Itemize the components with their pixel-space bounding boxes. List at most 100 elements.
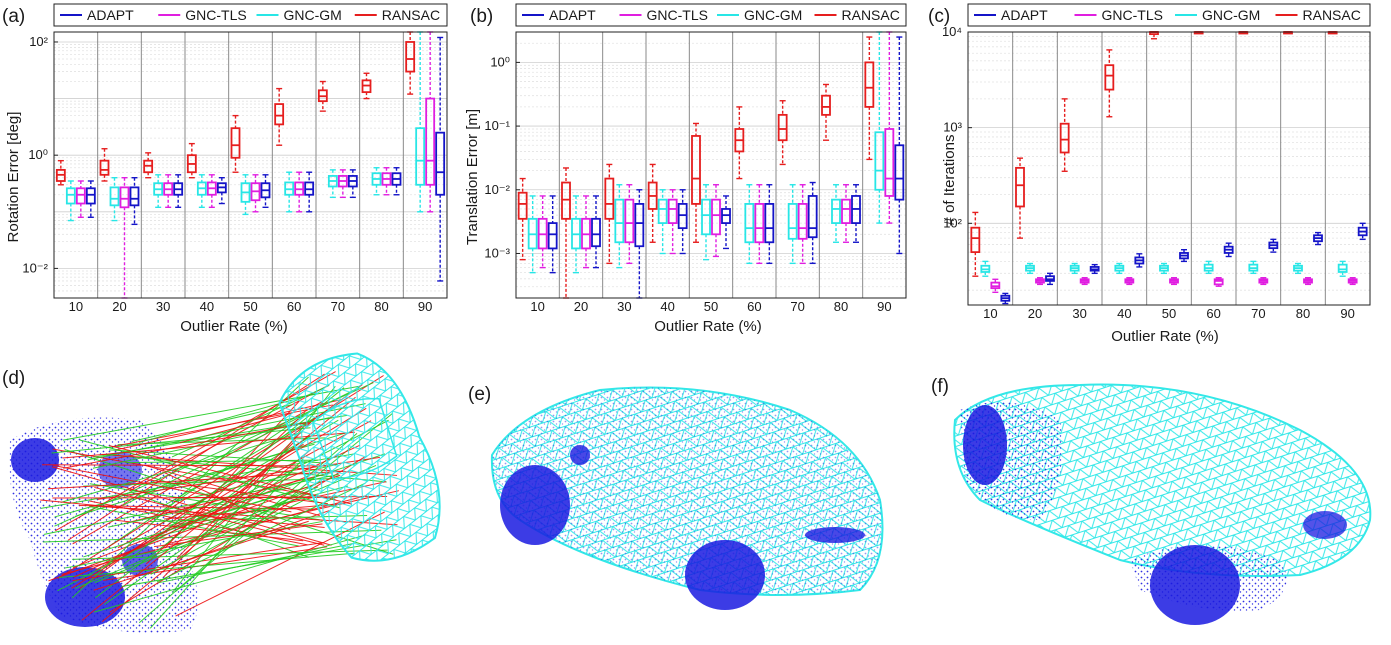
- series-gnc-gm: [527, 31, 885, 274]
- box-gnc-gm-60: [284, 171, 295, 213]
- plot-area-c: 10 20 30 40 50 60 70 80 90 10² 10³ 10⁴ ADAPT GNC-TLS G…: [942, 3, 1371, 321]
- series-ransac: [517, 36, 875, 299]
- box-ransac-50: [691, 122, 701, 243]
- legend-label-gnc-gm: GNC-GM: [1202, 7, 1260, 23]
- box-gnc-tls-70: [797, 184, 808, 265]
- x-tick-label: 20: [574, 299, 588, 314]
- y-axis-label-c: # of Iterations: [941, 135, 958, 226]
- box-gnc-gm-80: [1293, 262, 1303, 275]
- box-gnc-tls-40: [206, 174, 217, 209]
- series-gnc-tls: [537, 31, 895, 269]
- inlier-line: [43, 473, 339, 535]
- outlier-line: [47, 470, 345, 490]
- series-gnc-tls: [75, 31, 436, 299]
- box-adapt-20: [129, 177, 140, 226]
- box-gnc-gm-30: [1069, 262, 1080, 275]
- box-gnc-gm-10: [980, 260, 991, 277]
- box-iqr: [614, 198, 625, 244]
- legend-label-ransac: RANSAC: [382, 7, 440, 23]
- box-adapt-90: [435, 36, 446, 282]
- box-ransac-60: [734, 106, 745, 180]
- panel-registered: (e): [468, 384, 884, 610]
- legend-label-ransac: RANSAC: [842, 7, 900, 23]
- box-gnc-tls-50: [711, 184, 721, 258]
- box-gnc-tls-90: [884, 31, 895, 224]
- legend-label-gnc-gm: GNC-GM: [284, 7, 342, 23]
- inlier-line: [72, 549, 388, 560]
- x-tick-label: 50: [704, 299, 718, 314]
- box-gnc-tls-30: [163, 174, 174, 209]
- box-gnc-gm-20: [1025, 262, 1035, 275]
- box-iqr: [604, 177, 615, 220]
- box-adapt-50: [721, 195, 731, 250]
- series-adapt: [547, 36, 905, 299]
- box-adapt-70: [807, 181, 818, 265]
- box-adapt-80: [1313, 231, 1323, 246]
- box-gnc-tls-80: [841, 184, 851, 243]
- box-gnc-gm-40: [1114, 262, 1125, 275]
- box-gnc-gm-20: [109, 177, 120, 222]
- legend-label-gnc-gm: GNC-GM: [744, 7, 802, 23]
- box-adapt-40: [216, 177, 227, 205]
- box-adapt-50: [1179, 248, 1189, 263]
- box-adapt-70: [347, 169, 358, 199]
- x-tick-label: 80: [834, 299, 848, 314]
- box-iqr: [634, 203, 645, 248]
- box-gnc-gm-20: [571, 195, 581, 274]
- box-ransac-10: [517, 177, 528, 261]
- box-gnc-gm-50: [701, 184, 711, 261]
- panel-label-f: (f): [931, 376, 949, 397]
- inlier-line: [95, 434, 310, 599]
- inlier-line: [51, 427, 311, 454]
- box-gnc-gm-80: [831, 184, 841, 243]
- plot-background: [968, 32, 1370, 305]
- legend-label-gnc-tls: GNC-TLS: [185, 7, 246, 23]
- box-iqr: [435, 131, 446, 196]
- box-gnc-gm-30: [153, 174, 164, 209]
- legend-box: [53, 3, 448, 27]
- legend: ADAPT GNC-TLS GNC-GM RANSAC: [967, 3, 1371, 27]
- series-gnc-tls: [990, 277, 1358, 294]
- box-iqr: [425, 97, 436, 186]
- box-iqr: [415, 127, 426, 186]
- panel-label-b: (b): [470, 6, 493, 27]
- box-adapt-90: [1357, 222, 1368, 241]
- x-axis-label-c: Outlier Rate (%): [1111, 328, 1219, 345]
- box-iqr: [764, 203, 775, 244]
- grid-lines: [968, 31, 1370, 291]
- box-adapt-70: [1268, 238, 1279, 253]
- box-adapt-50: [260, 174, 271, 209]
- x-tick-label: 20: [1028, 306, 1042, 321]
- legend-label-adapt: ADAPT: [549, 7, 596, 23]
- inlier-line: [133, 492, 309, 558]
- box-gnc-gm-70: [1248, 260, 1259, 275]
- box-iqr: [109, 186, 120, 207]
- panel-label-c: (c): [928, 6, 950, 27]
- x-axis-label-a: Outlier Rate (%): [180, 318, 288, 335]
- box-gnc-gm-50: [240, 174, 251, 216]
- box-ransac-50: [230, 114, 241, 173]
- y-tick-label: 10⁻³: [484, 245, 510, 260]
- y-tick-label: 10⁻¹: [484, 118, 510, 133]
- box-gnc-gm-70: [787, 184, 798, 265]
- legend: ADAPT GNC-TLS GNC-GM RANSAC: [53, 3, 448, 27]
- box-ransac-70: [317, 80, 328, 112]
- box-iqr: [711, 198, 721, 236]
- outlier-line: [53, 464, 292, 513]
- box-gnc-tls-10: [537, 195, 548, 269]
- y-tick-label: 10⁴: [942, 24, 962, 39]
- plot-frame: [967, 31, 1371, 306]
- box-iqr: [1213, 278, 1224, 286]
- box-iqr: [807, 195, 818, 239]
- outlier-line: [63, 421, 309, 469]
- y-tick-label: 10³: [943, 120, 962, 135]
- box-iqr: [517, 191, 528, 220]
- box-gnc-gm-90: [1337, 260, 1348, 277]
- box-ransac-80: [821, 83, 831, 141]
- box-iqr: [75, 187, 86, 205]
- x-tick-label: 10: [69, 299, 83, 314]
- box-gnc-tls-30: [624, 184, 635, 265]
- x-tick-label: 40: [1117, 306, 1131, 321]
- box-gnc-tls-40: [1124, 277, 1135, 286]
- box-gnc-gm-40: [657, 189, 668, 255]
